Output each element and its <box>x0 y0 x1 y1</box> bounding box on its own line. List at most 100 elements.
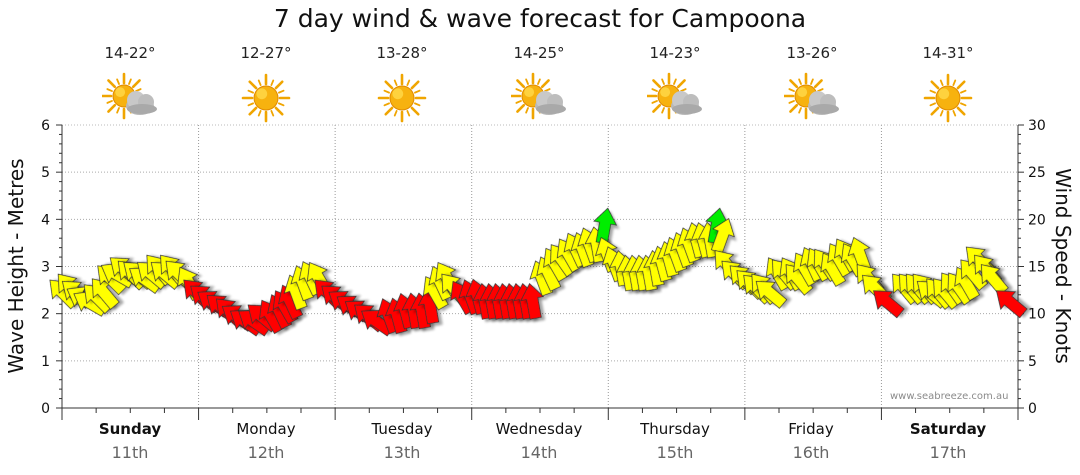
day-date: 11th <box>111 443 149 462</box>
sun-ray <box>813 79 823 89</box>
y-left-tick-label: 4 <box>41 212 50 228</box>
sun-ray <box>952 110 957 117</box>
sun-ray <box>651 88 658 92</box>
sun-ray <box>257 110 262 117</box>
y-right-tick-label: 0 <box>1028 401 1037 417</box>
sun-ray <box>673 78 677 85</box>
day-label: Monday <box>236 420 296 438</box>
day-temp-range: 12-27° <box>240 44 292 62</box>
partly-cloudy-icon <box>784 72 839 120</box>
sun-ray <box>960 102 967 107</box>
sun-ray <box>798 107 802 114</box>
sun-ray <box>414 102 421 107</box>
sun-ray <box>107 79 117 89</box>
sun-ray <box>661 107 665 114</box>
sun-ray <box>929 102 936 107</box>
sun-highlight <box>256 88 268 100</box>
sun-ray <box>410 80 420 90</box>
sun-ray <box>278 89 285 94</box>
sun-ray <box>680 88 687 92</box>
day-temp-range: 14-31° <box>922 44 974 62</box>
day-label: Saturday <box>909 420 987 438</box>
wind-arrow <box>520 282 545 320</box>
sun-ray <box>106 100 113 104</box>
day-temp-range: 13-28° <box>376 44 428 62</box>
day-date: 14th <box>520 443 558 462</box>
cloud-part <box>127 104 157 114</box>
day-date: 15th <box>656 443 694 462</box>
sun-ray <box>128 78 132 85</box>
wind-arrow <box>873 290 905 319</box>
sun-ray <box>537 78 541 85</box>
wind-arrow <box>755 280 788 309</box>
sunny-icon <box>377 73 427 123</box>
y-right-tick-label: 5 <box>1028 354 1037 370</box>
sun-shape <box>241 73 291 123</box>
cloud-shape <box>671 91 702 115</box>
sun-ray <box>393 79 398 86</box>
day-label: Tuesday <box>371 420 433 438</box>
sun-ray <box>270 79 275 86</box>
sun-ray <box>135 88 142 92</box>
sun-ray <box>248 80 258 90</box>
watermark: www.seabreeze.com.au <box>890 391 1009 402</box>
sun-ray <box>383 102 390 107</box>
sun-ray <box>406 110 411 117</box>
sun-ray <box>278 102 285 107</box>
day-temp-range: 13-26° <box>786 44 838 62</box>
sun-highlight <box>115 87 126 98</box>
sun-ray <box>956 80 966 90</box>
sun-ray <box>107 103 117 113</box>
y-left-tick-label: 1 <box>41 354 50 370</box>
sun-ray <box>515 88 522 92</box>
sun-ray <box>525 107 529 114</box>
sun-ray <box>789 103 799 113</box>
wind-arrow <box>996 290 1028 319</box>
sun-ray <box>131 79 141 89</box>
sun-ray <box>414 89 421 94</box>
y-left-tick-label: 0 <box>41 401 50 417</box>
sun-shape <box>377 73 427 123</box>
sun-highlight <box>392 88 404 100</box>
sun-ray <box>257 79 262 86</box>
sun-highlight <box>524 87 535 98</box>
day-date: 16th <box>792 443 830 462</box>
sun-ray <box>661 78 665 85</box>
sun-ray <box>116 107 120 114</box>
y-right-tick-label: 10 <box>1028 307 1046 323</box>
sun-ray <box>817 88 824 92</box>
day-temp-range: 14-22° <box>104 44 156 62</box>
cloud-part <box>809 104 839 114</box>
sun-ray <box>248 106 258 116</box>
sun-ray <box>274 106 284 116</box>
day-label: Friday <box>788 420 834 438</box>
sun-ray <box>788 88 795 92</box>
cloud-part <box>536 104 566 114</box>
partly-cloudy-icon <box>102 72 157 120</box>
sun-ray <box>651 100 658 104</box>
sun-ray <box>116 78 120 85</box>
sun-ray <box>952 79 957 86</box>
cloud-shape <box>535 91 566 115</box>
sun-ray <box>960 89 967 94</box>
sun-ray <box>247 89 254 94</box>
sunny-icon <box>241 73 291 123</box>
sun-ray <box>525 78 529 85</box>
sun-ray <box>540 79 550 89</box>
sun-ray <box>788 100 795 104</box>
sun-ray <box>383 89 390 94</box>
y-right-tick-label: 20 <box>1028 212 1046 228</box>
sun-ray <box>106 88 113 92</box>
cloud-part <box>672 104 702 114</box>
day-date: 17th <box>929 443 967 462</box>
sun-ray <box>929 89 936 94</box>
cloud-shape <box>808 91 839 115</box>
partly-cloudy-icon <box>647 72 702 120</box>
sun-ray <box>930 106 940 116</box>
sun-ray <box>930 80 940 90</box>
sun-ray <box>676 79 686 89</box>
y-left-tick-label: 2 <box>41 307 50 323</box>
sun-ray <box>247 102 254 107</box>
sun-shape <box>923 73 973 123</box>
sun-ray <box>652 79 662 89</box>
